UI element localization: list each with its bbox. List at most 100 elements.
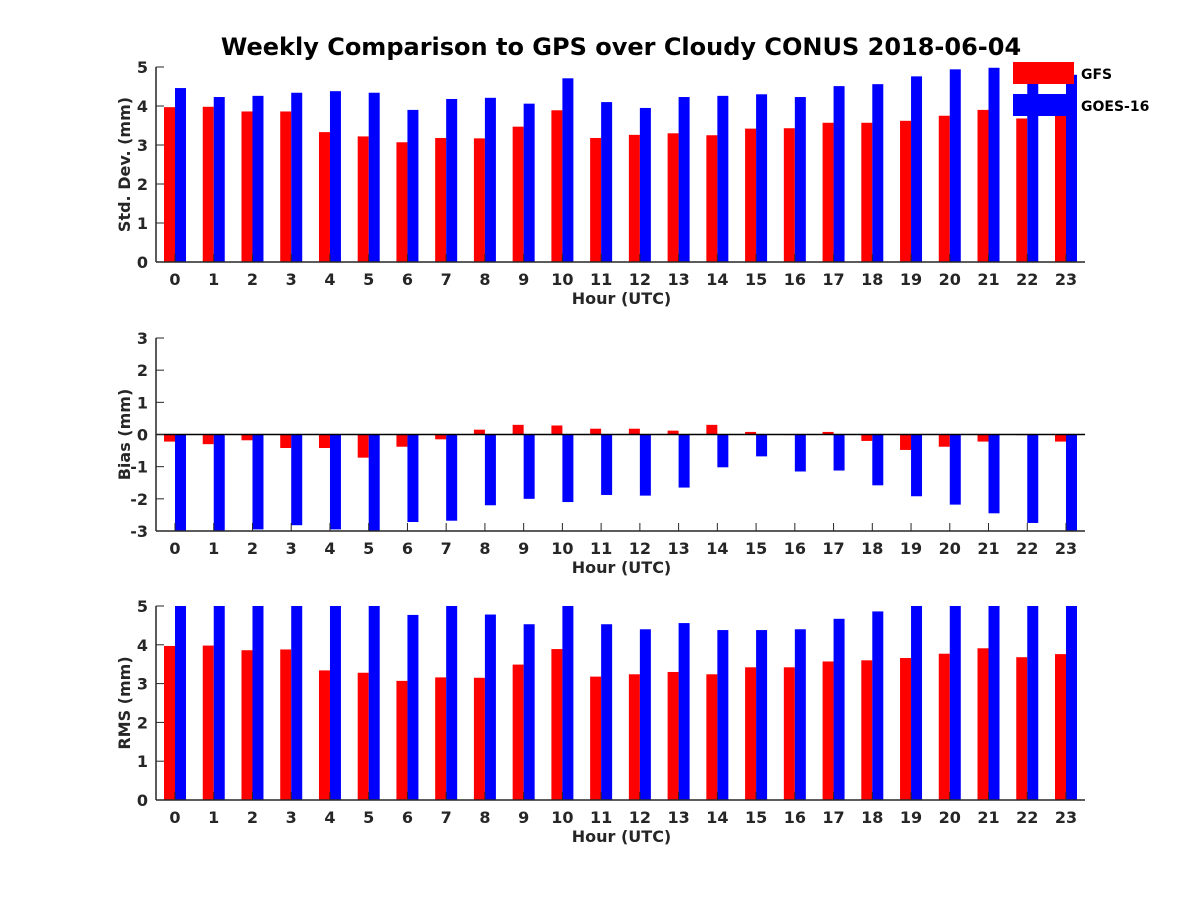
y-tick-label: 0 xyxy=(137,426,148,445)
x-tick-label: 3 xyxy=(286,808,297,827)
bar-goes-16-18 xyxy=(872,434,884,486)
bar-gfs-6 xyxy=(396,680,408,800)
bar-goes-16-11 xyxy=(601,434,613,495)
y-axis-label: RMS (mm) xyxy=(115,656,134,749)
bar-gfs-3 xyxy=(280,434,292,449)
bar-goes-16-7 xyxy=(446,98,458,262)
x-tick-label: 17 xyxy=(822,808,844,827)
x-tick-label: 8 xyxy=(479,270,490,289)
x-tick-label: 14 xyxy=(706,539,728,558)
x-tick-label: 9 xyxy=(518,539,529,558)
series-gfs xyxy=(164,645,1066,800)
x-tick-label: 14 xyxy=(706,808,728,827)
x-tick-label: 4 xyxy=(324,808,335,827)
bar-goes-16-12 xyxy=(639,434,651,496)
legend-swatch-goes-16 xyxy=(1013,94,1074,116)
x-tick-label: 13 xyxy=(667,808,689,827)
bar-goes-16-8 xyxy=(484,434,496,506)
x-tick-label: 8 xyxy=(479,539,490,558)
bar-gfs-12 xyxy=(628,134,640,262)
x-tick-label: 23 xyxy=(1055,539,1077,558)
x-tick-label: 21 xyxy=(977,539,999,558)
bar-goes-16-12 xyxy=(639,107,651,262)
bar-gfs-12 xyxy=(628,428,640,435)
y-tick-label: 2 xyxy=(137,175,148,194)
bar-goes-16-1 xyxy=(213,606,225,800)
bar-goes-16-21 xyxy=(988,606,1000,800)
bar-gfs-19 xyxy=(900,434,912,450)
y-tick-label: 3 xyxy=(137,675,148,694)
bar-goes-16-23 xyxy=(1066,434,1077,531)
bar-goes-16-9 xyxy=(523,434,535,499)
x-tick-label: 9 xyxy=(518,270,529,289)
x-tick-label: 21 xyxy=(977,808,999,827)
x-axis-label: Hour (UTC) xyxy=(572,289,672,308)
bar-goes-16-8 xyxy=(484,614,496,800)
bar-goes-16-19 xyxy=(911,76,923,262)
bar-goes-16-13 xyxy=(678,97,690,262)
bar-gfs-2 xyxy=(241,650,253,800)
y-tick-label: 2 xyxy=(137,361,148,380)
bar-gfs-11 xyxy=(590,676,602,800)
bar-gfs-4 xyxy=(318,434,330,449)
bar-gfs-9 xyxy=(512,424,524,435)
bar-gfs-19 xyxy=(900,120,912,262)
bar-goes-16-6 xyxy=(407,614,419,800)
x-tick-label: 7 xyxy=(441,270,452,289)
bar-goes-16-15 xyxy=(756,434,768,457)
bar-gfs-21 xyxy=(977,434,989,442)
x-axis-label: Hour (UTC) xyxy=(572,558,672,577)
bar-gfs-1 xyxy=(202,106,214,262)
x-tick-label: 5 xyxy=(363,539,374,558)
bar-goes-16-3 xyxy=(291,434,303,526)
series-goes-16 xyxy=(175,434,1077,531)
x-tick-label: 1 xyxy=(208,539,219,558)
bar-gfs-5 xyxy=(357,136,369,262)
x-tick-label: 0 xyxy=(169,808,180,827)
bar-goes-16-20 xyxy=(949,606,961,800)
x-tick-label: 12 xyxy=(629,270,651,289)
x-tick-label: 3 xyxy=(286,539,297,558)
x-tick-label: 1 xyxy=(208,270,219,289)
bar-gfs-3 xyxy=(280,111,292,263)
bar-goes-16-15 xyxy=(756,630,768,800)
bar-goes-16-23 xyxy=(1066,74,1077,262)
bar-gfs-15 xyxy=(745,667,757,800)
y-tick-label: -3 xyxy=(130,522,148,541)
x-tick-label: 11 xyxy=(590,270,612,289)
bar-gfs-5 xyxy=(357,672,369,800)
bar-gfs-8 xyxy=(473,138,485,262)
bar-gfs-11 xyxy=(590,137,602,262)
y-tick-label: 2 xyxy=(137,713,148,732)
x-tick-label: 11 xyxy=(590,808,612,827)
bar-goes-16-0 xyxy=(175,88,186,262)
bar-gfs-8 xyxy=(473,677,485,800)
x-tick-label: 2 xyxy=(247,270,258,289)
bar-gfs-10 xyxy=(551,110,563,262)
y-tick-label: -2 xyxy=(130,490,148,509)
bar-goes-16-14 xyxy=(717,434,729,468)
y-tick-label: 1 xyxy=(137,214,148,233)
bar-goes-16-19 xyxy=(911,606,923,800)
x-tick-label: 22 xyxy=(1016,270,1038,289)
x-tick-label: 20 xyxy=(939,539,961,558)
bar-gfs-17 xyxy=(822,431,834,435)
x-tick-label: 19 xyxy=(900,270,922,289)
x-tick-label: 8 xyxy=(479,808,490,827)
bar-gfs-20 xyxy=(938,434,950,447)
series-gfs xyxy=(164,424,1066,458)
bar-gfs-20 xyxy=(938,115,950,262)
bar-goes-16-9 xyxy=(523,103,535,262)
bar-gfs-18 xyxy=(861,122,873,263)
bar-gfs-19 xyxy=(900,657,912,800)
bar-gfs-14 xyxy=(706,424,718,435)
x-axis-label: Hour (UTC) xyxy=(572,827,672,846)
series-goes-16 xyxy=(175,67,1077,263)
y-tick-label: 1 xyxy=(137,393,148,412)
x-tick-label: 19 xyxy=(900,808,922,827)
bar-gfs-0 xyxy=(164,434,175,442)
bar-gfs-1 xyxy=(202,434,214,445)
bar-gfs-5 xyxy=(357,434,369,458)
bar-goes-16-2 xyxy=(252,434,264,530)
